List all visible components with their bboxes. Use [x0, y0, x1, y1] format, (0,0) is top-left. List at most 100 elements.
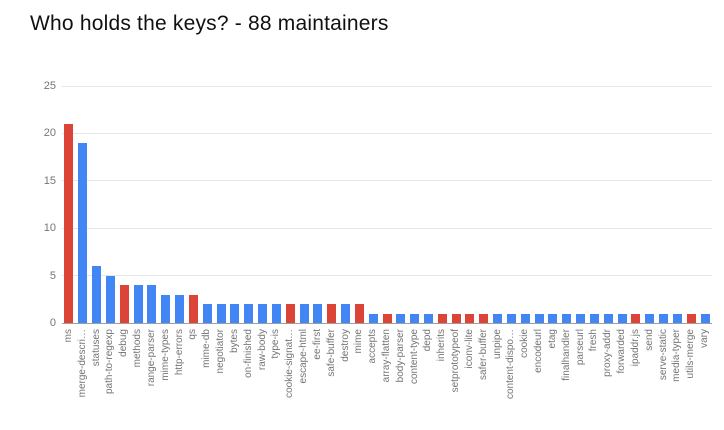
x-axis-label: ipaddr.js	[629, 329, 641, 367]
x-axis-label: negotiator	[215, 329, 227, 374]
x-axis-label: send	[643, 329, 655, 351]
x-axis-label: iconv-lite	[463, 329, 475, 369]
x-axis-label: bytes	[228, 329, 240, 353]
bar-type-is[interactable]	[271, 304, 281, 323]
bar-mime[interactable]	[354, 304, 364, 323]
bar-range-parser[interactable]	[147, 285, 157, 323]
y-tick-label: 10	[43, 222, 56, 235]
bar-content-type[interactable]	[410, 313, 420, 323]
bar-send[interactable]	[645, 313, 655, 323]
bar-safer-buffer[interactable]	[479, 313, 489, 323]
bar-destroy[interactable]	[341, 304, 350, 323]
x-axis-label: escape-html	[298, 329, 310, 384]
bar-utils-merge[interactable]	[686, 313, 696, 323]
bar-accepts[interactable]	[368, 313, 378, 323]
x-axis-label: raw-body	[256, 329, 268, 371]
x-axis-label: path-to-regexp	[104, 329, 116, 395]
bar-depd[interactable]	[423, 313, 433, 323]
x-axis-label: cookie	[519, 329, 531, 358]
x-axis-label: statuses	[90, 329, 102, 367]
bar-ee-first[interactable]	[313, 304, 323, 323]
y-tick-label: 20	[43, 127, 56, 140]
x-axis-label: vary	[699, 329, 711, 348]
x-axis-label: cookie-signat…	[284, 329, 296, 398]
x-axis-label: array-flatten	[381, 329, 392, 383]
bar-forwarded[interactable]	[617, 313, 627, 323]
bar-http-errors[interactable]	[175, 294, 185, 323]
bar-ms[interactable]	[64, 123, 74, 323]
y-tick-label: 25	[43, 80, 56, 92]
y-tick-label: 0	[49, 317, 56, 329]
bar-unpipe[interactable]	[493, 313, 503, 323]
x-axis-label: content-dispo…	[505, 329, 517, 400]
bar-cookie-signat…[interactable]	[285, 304, 295, 323]
bar-negotiator[interactable]	[216, 304, 226, 323]
bar-content-dispo…[interactable]	[506, 313, 516, 323]
bar-iconv-lite[interactable]	[465, 313, 475, 323]
x-axis-label: safe-buffer	[325, 329, 337, 377]
x-axis-label: safer-buffer	[477, 329, 489, 380]
gridline	[62, 227, 712, 229]
bar-array-flatten[interactable]	[382, 313, 392, 323]
gridline	[62, 180, 712, 182]
gridline	[62, 132, 712, 134]
bar-escape-html[interactable]	[299, 304, 309, 323]
bar-media-typer[interactable]	[672, 313, 682, 323]
x-axis-label: parseurl	[574, 329, 586, 366]
x-axis-label: depd	[422, 329, 434, 352]
gridline	[62, 275, 712, 277]
x-axis-label: type-is	[270, 329, 282, 359]
bar-merge-descri…[interactable]	[78, 142, 88, 323]
bar-serve-static[interactable]	[659, 313, 669, 323]
x-axis-label: proxy-addr	[602, 329, 614, 377]
bar-qs[interactable]	[188, 294, 198, 323]
x-axis-label: mime	[353, 329, 365, 354]
x-axis-label: debug	[118, 329, 130, 357]
x-axis-label: range-parser	[145, 329, 157, 387]
bar-methods[interactable]	[133, 285, 143, 323]
bar-mime-db[interactable]	[202, 304, 212, 323]
bar-etag[interactable]	[548, 313, 558, 323]
bar-cookie[interactable]	[520, 313, 530, 323]
bar-mime-types[interactable]	[161, 294, 171, 323]
x-axis-label: body-parser	[394, 329, 406, 383]
x-axis-label: mime-db	[201, 329, 213, 368]
x-axis-label: ee-first	[311, 329, 323, 360]
x-axis-label: destroy	[339, 329, 351, 362]
x-axis-label: accepts	[367, 329, 379, 364]
y-tick-label: 15	[43, 174, 56, 187]
x-axis-label: ms	[62, 329, 74, 343]
bar-encodeurl[interactable]	[534, 313, 544, 323]
bar-parseurl[interactable]	[576, 313, 586, 323]
x-axis-label: forwarded	[616, 329, 628, 374]
bar-vary[interactable]	[700, 313, 710, 323]
bar-inherits[interactable]	[437, 313, 447, 323]
bar-debug[interactable]	[119, 285, 129, 323]
chart-title: Who holds the keys? - 88 maintainers	[30, 12, 389, 35]
x-axis-label: finalhandler	[560, 329, 572, 381]
x-axis-label: qs	[187, 329, 199, 340]
bar-bytes[interactable]	[230, 304, 240, 323]
bar-raw-body[interactable]	[258, 304, 268, 323]
x-axis-label: http-errors	[173, 329, 185, 376]
bar-statuses[interactable]	[92, 266, 102, 323]
bar-path-to-regexp[interactable]	[105, 275, 115, 323]
x-axis-baseline	[62, 322, 712, 324]
bar-finalhandler[interactable]	[562, 313, 572, 323]
bar-safe-buffer[interactable]	[327, 304, 337, 323]
bar-body-parser[interactable]	[396, 313, 406, 323]
y-tick-label: 5	[49, 269, 56, 282]
x-axis-label: setprototypeof	[450, 329, 462, 393]
x-axis-label: merge-descri…	[76, 329, 88, 398]
bar-on-finished[interactable]	[244, 304, 254, 323]
gridline	[62, 85, 712, 87]
bar-ipaddr.js[interactable]	[631, 313, 641, 323]
x-axis-label: serve-static	[657, 329, 669, 381]
x-axis-label: etag	[546, 329, 558, 349]
x-axis-label: fresh	[588, 329, 600, 352]
bar-fresh[interactable]	[589, 313, 599, 323]
bar-setprototypeof[interactable]	[451, 313, 461, 323]
x-axis-label: on-finished	[242, 329, 254, 378]
bar-proxy-addr[interactable]	[603, 313, 613, 323]
